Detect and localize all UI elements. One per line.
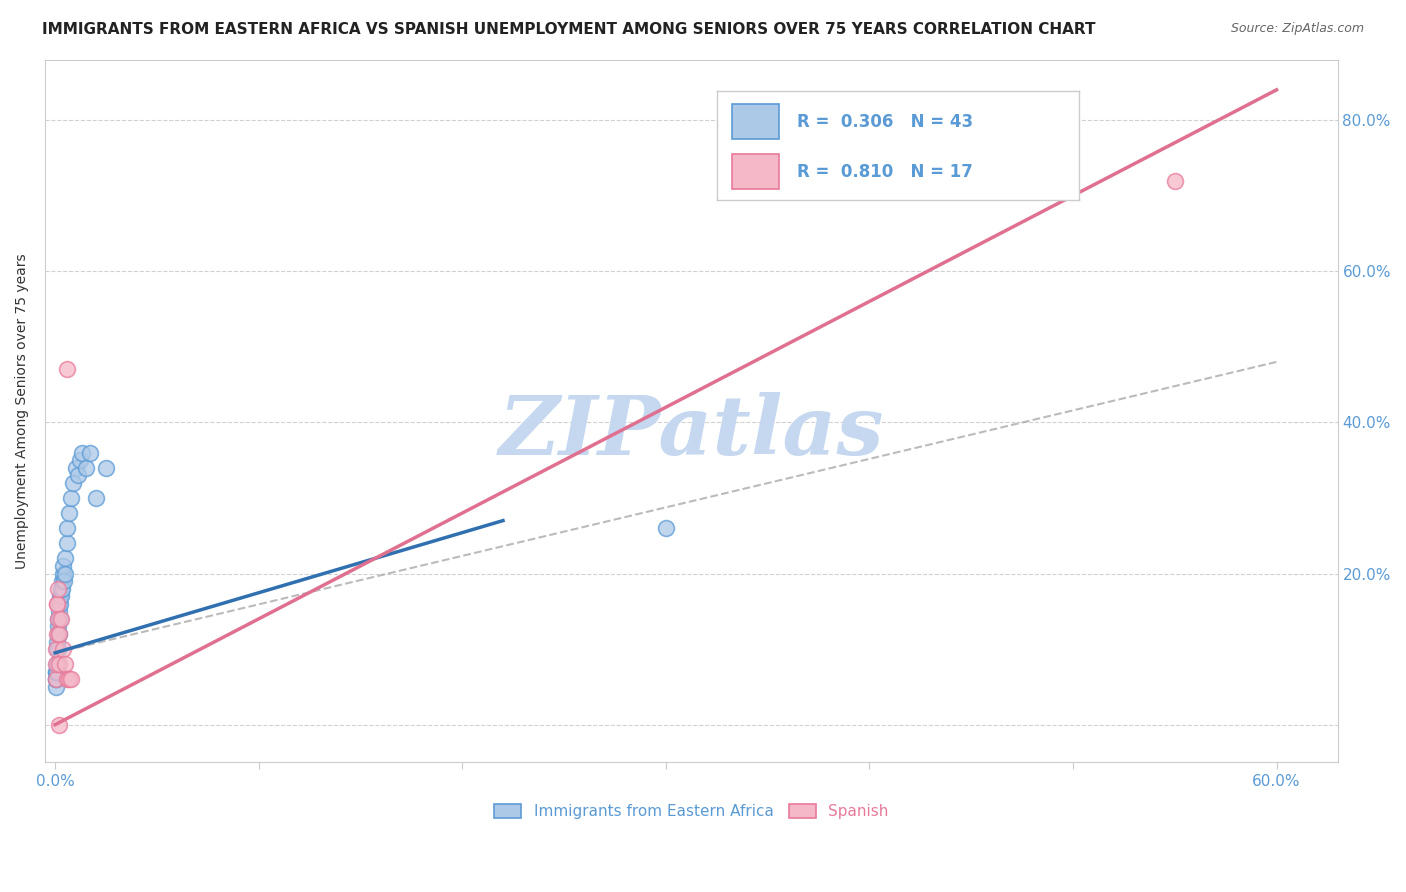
Point [46,642,69,657]
Point [53,566,76,581]
Point [51,582,73,596]
Point [60,491,83,505]
Point [62,475,84,490]
Point [45,680,67,694]
Point [45,673,67,687]
Point [1164,173,1187,187]
Y-axis label: Unemployment Among Seniors over 75 years: Unemployment Among Seniors over 75 years [15,253,30,569]
Point [45,657,67,672]
Point [46,612,69,626]
Point [46,627,69,641]
Point [46,582,69,596]
Point [70,445,93,459]
Point [49,612,72,626]
Point [65,460,87,475]
Point [46,612,69,626]
Point [52,566,75,581]
Point [52,574,75,588]
Point [79,445,101,459]
Point [51,574,73,588]
Point [56,536,79,550]
Point [48,604,70,618]
Point [53,657,76,672]
Point [46,634,69,648]
Point [69,453,91,467]
Legend: Immigrants from Eastern Africa, Spanish: Immigrants from Eastern Africa, Spanish [488,797,894,825]
Point [45,673,67,687]
Point [45,665,67,679]
Point [45,657,67,672]
Point [45,642,67,657]
Point [49,597,72,611]
Point [53,551,76,566]
Point [48,597,70,611]
Point [56,521,79,535]
Point [75,460,97,475]
Text: Source: ZipAtlas.com: Source: ZipAtlas.com [1230,22,1364,36]
Text: ZIPatlas: ZIPatlas [499,392,884,472]
Point [84,491,107,505]
Text: IMMIGRANTS FROM EASTERN AFRICA VS SPANISH UNEMPLOYMENT AMONG SENIORS OVER 75 YEA: IMMIGRANTS FROM EASTERN AFRICA VS SPANIS… [42,22,1095,37]
Point [66,468,89,483]
Point [45,673,67,687]
Point [46,619,69,633]
Point [45,665,67,679]
Point [51,612,73,626]
Point [48,627,70,641]
Point [48,589,70,603]
Point [48,657,70,672]
Point [58,506,80,520]
Point [56,673,79,687]
Point [46,642,69,657]
Point [45,665,67,679]
Point [51,582,73,596]
Point [46,657,69,672]
Point [48,717,70,731]
Point [51,589,73,603]
Point [52,642,75,657]
Point [56,362,79,376]
Point [58,673,80,687]
Point [60,673,83,687]
Point [48,627,70,641]
Point [45,597,67,611]
Point [46,597,69,611]
Point [52,558,75,573]
Point [46,627,69,641]
Point [94,460,117,475]
Point [655,521,678,535]
